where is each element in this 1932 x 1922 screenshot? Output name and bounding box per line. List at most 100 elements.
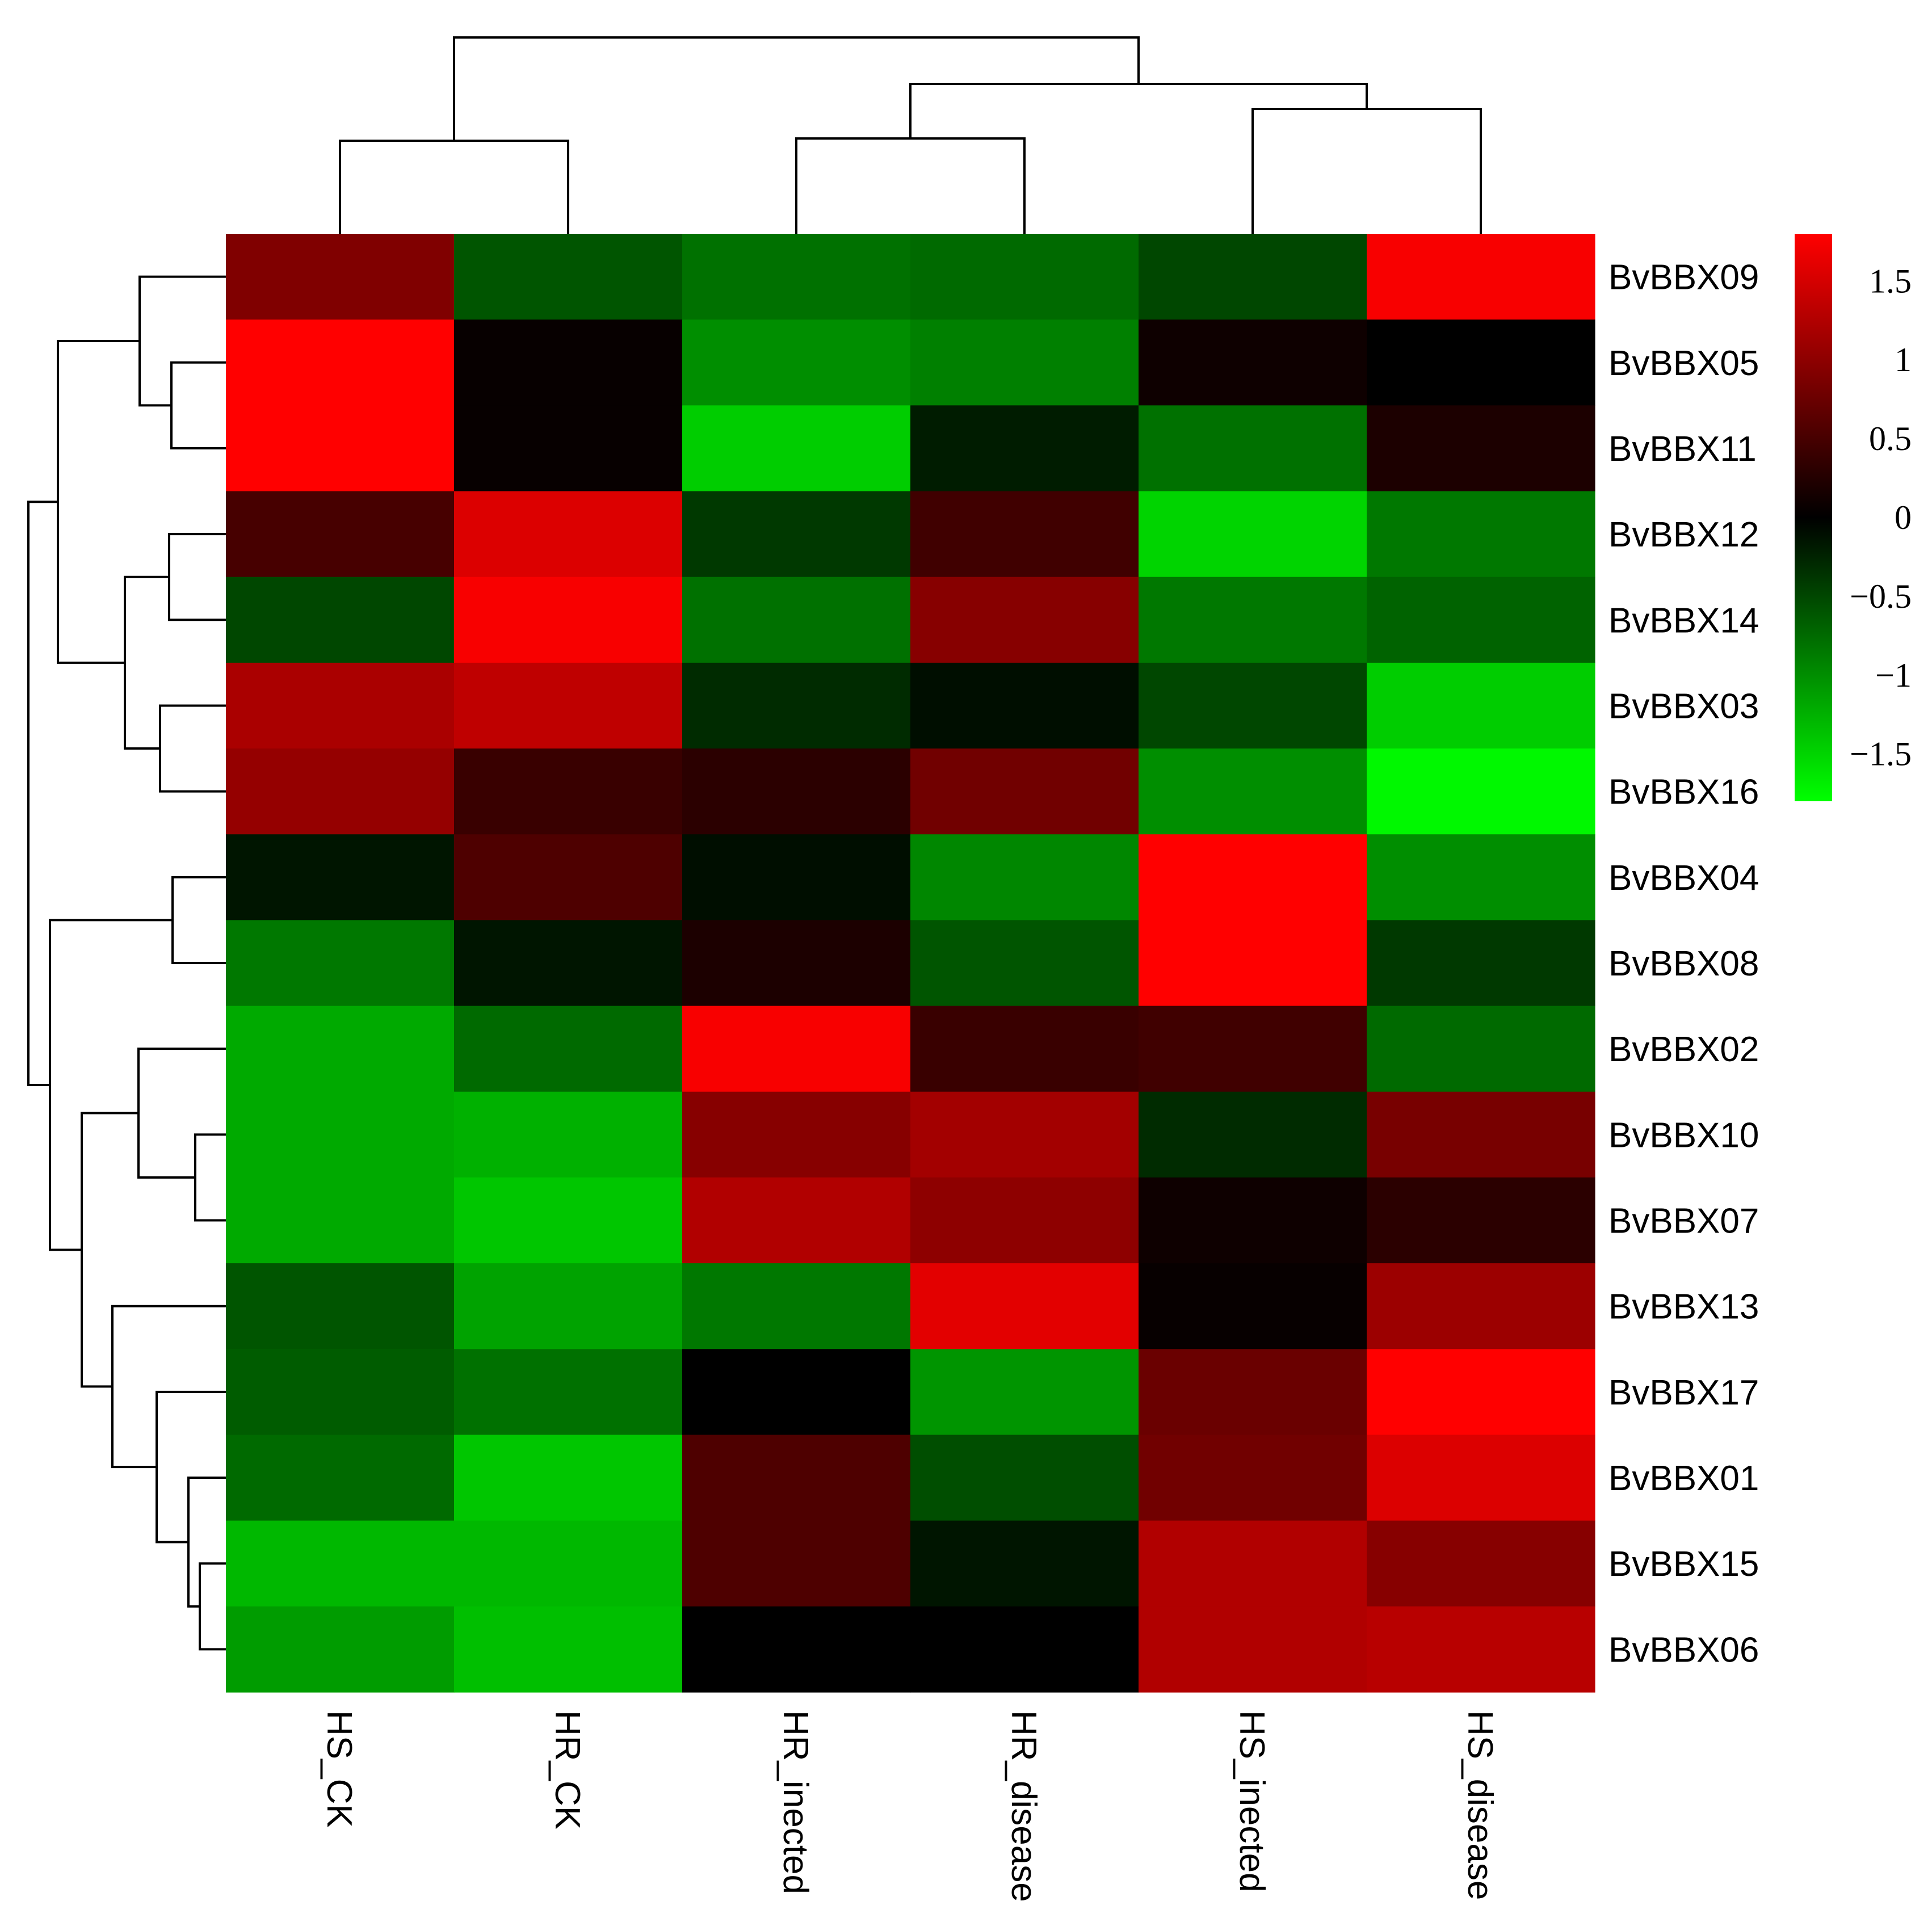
- heatmap-cell-bvbbx05-hr-inected: [682, 319, 911, 406]
- heatmap-cell-bvbbx01-hr-disease: [910, 1435, 1139, 1521]
- heatmap-cell-bvbbx15-hs-disease: [1367, 1520, 1595, 1607]
- column-dendrogram: [339, 36, 1482, 234]
- dendro-row-link-11: [187, 1477, 226, 1608]
- heatmap-cell-bvbbx07-hs-disease: [1367, 1177, 1595, 1264]
- heatmap-cell-bvbbx15-hr-ck: [454, 1520, 683, 1607]
- heatmap-cell-bvbbx15-hs-inected: [1139, 1520, 1367, 1607]
- dendro-row-link-8: [194, 1133, 226, 1222]
- dendro-row-link-15: [49, 919, 173, 1251]
- colorbar-legend: 1.5 1 0.5 0 −0.5 −1 −1.5: [1795, 234, 1912, 801]
- heatmap-cell-bvbbx10-hr-inected: [682, 1091, 911, 1178]
- heatmap-cell-bvbbx04-hr-inected: [682, 834, 911, 921]
- heatmap-cell-bvbbx15-hs-ck: [226, 1520, 455, 1607]
- dendro-row-link-10: [199, 1562, 226, 1651]
- heatmap-cell-bvbbx04-hs-inected: [1139, 834, 1367, 921]
- heatmap-cell-bvbbx09-hr-ck: [454, 234, 683, 320]
- dendro-row-link-5: [124, 575, 169, 750]
- heatmap-cell-bvbbx10-hs-ck: [226, 1091, 455, 1178]
- heatmap-cell-bvbbx01-hs-disease: [1367, 1435, 1595, 1521]
- dendro-row-link-13: [111, 1305, 226, 1469]
- heatmap-cell-bvbbx04-hs-ck: [226, 834, 455, 921]
- heatmap-cell-bvbbx03-hr-ck: [454, 662, 683, 749]
- heatmap-cell-bvbbx12-hr-ck: [454, 491, 683, 578]
- heatmap-cell-bvbbx16-hr-ck: [454, 748, 683, 835]
- heatmap-cell-bvbbx09-hr-disease: [910, 234, 1139, 320]
- dendro-row-link-16: [27, 501, 58, 1086]
- heatmap-cell-bvbbx12-hs-ck: [226, 491, 455, 578]
- heatmap-cell-bvbbx04-hs-disease: [1367, 834, 1595, 921]
- column-label-hr-ck: HR_CK: [548, 1710, 587, 1830]
- heatmap-cell-bvbbx09-hs-ck: [226, 234, 455, 320]
- heatmap-cell-bvbbx15-hr-disease: [910, 1520, 1139, 1607]
- heatmap-cell-bvbbx13-hs-inected: [1139, 1263, 1367, 1349]
- heatmap-cell-bvbbx08-hr-inected: [682, 920, 911, 1007]
- heatmap-cell-bvbbx16-hs-disease: [1367, 748, 1595, 835]
- dendro-col-link-4: [909, 83, 1368, 138]
- heatmap-cell-bvbbx03-hr-inected: [682, 662, 911, 749]
- heatmap-cell-bvbbx03-hs-ck: [226, 662, 455, 749]
- heatmap-cell-bvbbx17-hs-disease: [1367, 1349, 1595, 1436]
- heatmap-cell-bvbbx13-hr-ck: [454, 1263, 683, 1349]
- dendro-row-link-1: [170, 361, 226, 449]
- heatmap-cells: [226, 234, 1595, 1693]
- heatmap-cell-bvbbx06-hs-ck: [226, 1606, 455, 1693]
- heatmap-cell-bvbbx09-hr-inected: [682, 234, 911, 320]
- heatmap-cell-bvbbx06-hs-inected: [1139, 1606, 1367, 1693]
- heatmap-cell-bvbbx14-hr-inected: [682, 577, 911, 663]
- column-label-hs-disease: HS_disease: [1460, 1710, 1500, 1900]
- heatmap-cell-bvbbx11-hr-inected: [682, 405, 911, 492]
- colorbar-tick-label: −0.5: [1850, 578, 1912, 615]
- dendro-col-link-3: [1251, 108, 1482, 234]
- heatmap-cell-bvbbx16-hs-ck: [226, 748, 455, 835]
- dendro-col-link-2: [795, 137, 1026, 234]
- row-label-bvbbx01: BvBBX01: [1608, 1459, 1759, 1498]
- row-label-bvbbx06: BvBBX06: [1608, 1630, 1759, 1669]
- row-label-bvbbx16: BvBBX16: [1608, 773, 1759, 812]
- heatmap-cell-bvbbx11-hs-disease: [1367, 405, 1595, 492]
- heatmap-cell-bvbbx06-hr-disease: [910, 1606, 1139, 1693]
- heatmap-cell-bvbbx01-hr-inected: [682, 1435, 911, 1521]
- heatmap-cell-bvbbx05-hr-ck: [454, 319, 683, 406]
- heatmap-cell-bvbbx06-hr-ck: [454, 1606, 683, 1693]
- heatmap-cell-bvbbx14-hr-disease: [910, 577, 1139, 663]
- heatmap-cell-bvbbx14-hs-disease: [1367, 577, 1595, 663]
- heatmap-cell-bvbbx06-hs-disease: [1367, 1606, 1595, 1693]
- column-label-hs-inected: HS_inected: [1232, 1710, 1271, 1892]
- heatmap-cell-bvbbx02-hs-ck: [226, 1006, 455, 1092]
- row-label-bvbbx05: BvBBX05: [1608, 344, 1759, 383]
- heatmap-cell-bvbbx16-hr-inected: [682, 748, 911, 835]
- heatmap-cell-bvbbx06-hr-inected: [682, 1606, 911, 1693]
- heatmap-cell-bvbbx03-hs-inected: [1139, 662, 1367, 749]
- dendro-row-link-9: [137, 1048, 226, 1179]
- dendro-col-link-1: [339, 140, 569, 234]
- row-label-bvbbx09: BvBBX09: [1608, 258, 1759, 297]
- row-label-bvbbx07: BvBBX07: [1608, 1202, 1759, 1241]
- dendro-row-link-14: [81, 1112, 138, 1388]
- heatmap-cell-bvbbx16-hr-disease: [910, 748, 1139, 835]
- row-label-bvbbx08: BvBBX08: [1608, 944, 1759, 983]
- colorbar-tick-label: 0.5: [1869, 420, 1912, 457]
- heatmap-cell-bvbbx14-hs-ck: [226, 577, 455, 663]
- heatmap-cell-bvbbx14-hr-ck: [454, 577, 683, 663]
- heatmap-cell-bvbbx13-hr-disease: [910, 1263, 1139, 1349]
- heatmap-cell-bvbbx02-hr-ck: [454, 1006, 683, 1092]
- row-label-bvbbx02: BvBBX02: [1608, 1030, 1759, 1069]
- heatmap-cell-bvbbx02-hr-disease: [910, 1006, 1139, 1092]
- heatmap-cell-bvbbx03-hs-disease: [1367, 662, 1595, 749]
- heatmap-cell-bvbbx05-hr-disease: [910, 319, 1139, 406]
- row-label-bvbbx15: BvBBX15: [1608, 1545, 1759, 1584]
- heatmap-cell-bvbbx13-hr-inected: [682, 1263, 911, 1349]
- heatmap-cell-bvbbx01-hr-ck: [454, 1435, 683, 1521]
- heatmap-cell-bvbbx01-hs-inected: [1139, 1435, 1367, 1521]
- dendro-row-link-2: [138, 275, 226, 407]
- heatmap-cell-bvbbx12-hr-inected: [682, 491, 911, 578]
- heatmap-cell-bvbbx10-hs-disease: [1367, 1091, 1595, 1178]
- row-label-bvbbx17: BvBBX17: [1608, 1373, 1759, 1412]
- heatmap-cell-bvbbx13-hs-disease: [1367, 1263, 1595, 1349]
- dendro-row-link-6: [57, 339, 140, 664]
- heatmap-cell-bvbbx04-hr-ck: [454, 834, 683, 921]
- heatmap-cell-bvbbx14-hs-inected: [1139, 577, 1367, 663]
- column-label-hr-disease: HR_disease: [1004, 1710, 1043, 1902]
